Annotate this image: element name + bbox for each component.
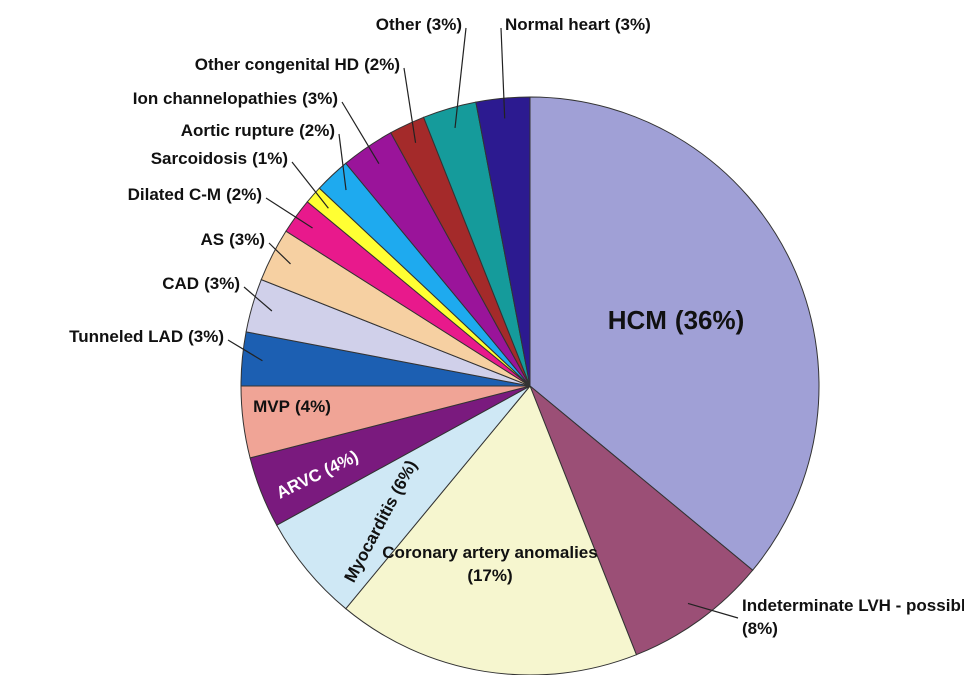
value-label: (8%) (742, 619, 778, 638)
leader-line (341, 101, 380, 165)
category-label: Dilated C-M (128, 185, 222, 204)
value-label: (3%) (302, 89, 338, 108)
leader-line (454, 27, 467, 128)
slice-label: HCM (36%) (608, 305, 745, 335)
value-label: (17%) (467, 566, 512, 585)
value-label: (3%) (229, 230, 265, 249)
slice-label: CAD (3%) (162, 274, 240, 293)
slice-label: Indeterminate LVH - possible HCM (8%) (742, 596, 964, 638)
value-label: (3%) (615, 15, 651, 34)
category-label: Other congenital HD (195, 55, 359, 74)
pie-slice (475, 96, 531, 387)
slice-label: Normal heart (3%) (505, 15, 651, 34)
slice-label: Tunneled LAD (3%) (69, 327, 224, 346)
value-label: (3%) (188, 327, 224, 346)
value-label: (4%) (295, 397, 331, 416)
category-label: Other (376, 15, 422, 34)
slice-label: MVP (4%) (253, 397, 331, 416)
category-label: Normal heart (505, 15, 610, 34)
leader-line (265, 197, 313, 229)
slice-label: Other (3%) (376, 15, 462, 34)
value-label: (36%) (675, 305, 744, 335)
leader-line (338, 133, 347, 191)
value-label: (2%) (299, 121, 335, 140)
pie-slice (529, 96, 820, 571)
category-label: Tunneled LAD (69, 327, 183, 346)
category-label: Coronary artery anomalies (382, 543, 597, 562)
slice-label: Ion channelopathies (3%) (133, 89, 338, 108)
value-label: (2%) (226, 185, 262, 204)
category-label: Indeterminate LVH - possible HCM (742, 596, 964, 615)
category-label: Ion channelopathies (133, 89, 297, 108)
pie-slice (345, 385, 638, 675)
slice-label: Other congenital HD (2%) (195, 55, 400, 74)
category-label: MVP (253, 397, 290, 416)
leader-line (403, 67, 417, 143)
pie-slice (529, 385, 754, 656)
slice-label: Coronary artery anomalies (17%) (382, 543, 597, 585)
value-label: (2%) (364, 55, 400, 74)
leader-line (243, 286, 273, 312)
slice-label: Aortic rupture (2%) (181, 121, 335, 140)
leader-line (500, 27, 506, 119)
category-label: AS (200, 230, 224, 249)
category-label: HCM (608, 305, 667, 335)
slice-label: Sarcoidosis (1%) (151, 149, 288, 168)
category-label: Aortic rupture (181, 121, 294, 140)
value-label: (3%) (426, 15, 462, 34)
leader-line (687, 602, 739, 619)
category-label: CAD (162, 274, 199, 293)
slice-label: AS (3%) (200, 230, 265, 249)
category-label: Sarcoidosis (151, 149, 247, 168)
value-label: (3%) (204, 274, 240, 293)
value-label: (1%) (252, 149, 288, 168)
leader-line (227, 339, 263, 362)
leader-line (268, 242, 291, 265)
slice-label: Dilated C-M (2%) (128, 185, 262, 204)
leader-line (291, 161, 329, 209)
